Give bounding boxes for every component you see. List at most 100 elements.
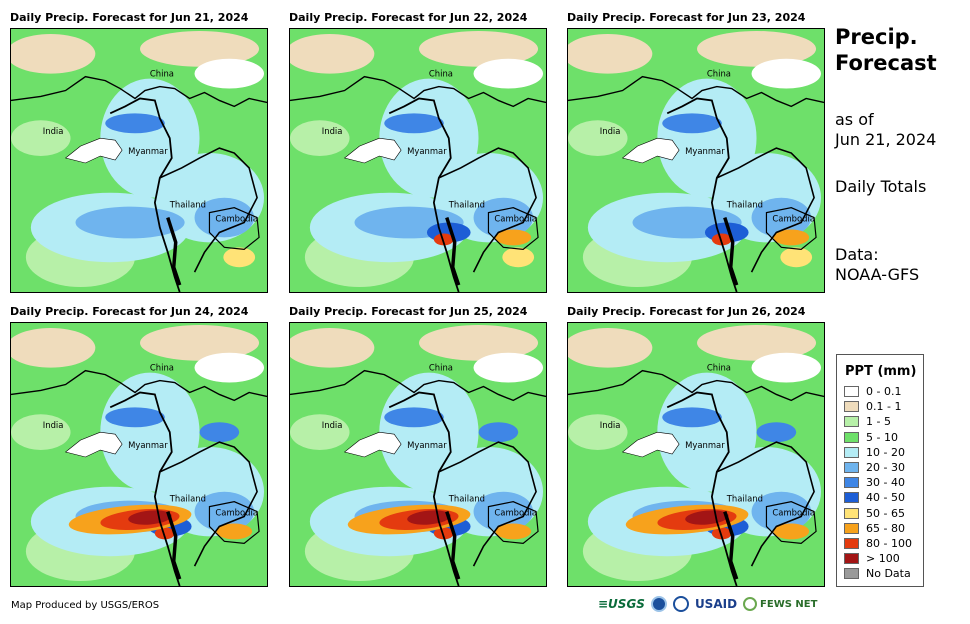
precip-area [223,247,256,268]
legend-label: 40 - 50 [866,491,905,505]
border-line [64,137,123,164]
precip-area [662,113,722,134]
precip-area [568,33,653,74]
precip-area [139,30,260,67]
country-label: Thailand [169,494,206,504]
legend-label: 1 - 5 [866,415,891,429]
country-label: Cambodia [215,508,258,518]
legend-label: 5 - 10 [866,430,898,444]
precip-area [105,113,165,134]
border-line [487,207,539,250]
legend-swatch [844,462,859,474]
precip-area [290,327,375,368]
country-label: Thailand [448,494,485,504]
country-label: Cambodia [494,214,537,224]
forecast-map-jun22: China India Myanmar Thailand Cambodia [289,28,547,293]
as-of-label: as of [835,110,874,129]
precip-area [478,422,519,443]
border-line [159,441,258,567]
country-label: Cambodia [772,214,815,224]
legend-item: 0 - 0.1 [844,384,923,399]
precip-area [662,407,722,428]
legend-label: 30 - 40 [866,476,905,490]
precip-area [495,229,532,246]
precip-area [495,523,532,540]
legend-swatch [844,553,859,565]
as-of-value: Jun 21, 2024 [835,130,937,149]
legend-swatch [844,416,859,428]
legend-label: 65 - 80 [866,521,905,535]
map-canvas: China India Myanmar Thailand Cambodia [568,29,824,292]
border-line [666,97,738,292]
border-line [568,75,824,108]
legend-item: 80 - 100 [844,536,923,551]
forecast-map-jun26: China India Myanmar Thailand Cambodia [567,322,825,587]
legend-item: 40 - 50 [844,490,923,505]
precip-area [139,324,260,361]
border-line [109,97,181,292]
country-label: India [600,420,621,430]
precip-area [711,527,732,540]
side-title-line2: Forecast [835,51,937,75]
border-line [166,511,182,580]
border-line [487,501,539,544]
border-line [445,511,461,580]
legend-item: 0.1 - 1 [844,399,923,414]
border-line [208,501,260,544]
border-line [388,97,460,292]
precip-area [194,58,265,89]
country-label: Cambodia [215,214,258,224]
as-of-date: as of Jun 21, 2024 [835,110,936,150]
legend-swatch [844,492,859,504]
precip-area [199,422,240,443]
forecast-map-jun21: China India Myanmar Thailand Cambodia [10,28,268,293]
border-line [621,137,680,164]
precip-area [473,58,544,89]
precip-area [751,58,822,89]
precip-area [696,30,817,67]
map-canvas: China India Myanmar Thailand Cambodia [290,323,546,586]
country-label: Cambodia [494,508,537,518]
forecast-map-jun25: China India Myanmar Thailand Cambodia [289,322,547,587]
border-line [290,75,546,108]
country-label: China [429,363,453,373]
country-label: China [707,69,731,79]
country-label: China [150,363,174,373]
forecast-map-jun24: China India Myanmar Thailand Cambodia [10,322,268,587]
legend-swatch [844,446,859,458]
border-line [723,511,739,580]
border-line [64,431,123,458]
legend-item: 20 - 30 [844,460,923,475]
map-canvas: China India Myanmar Thailand Cambodia [11,29,267,292]
country-label: India [600,126,621,136]
legend-label: 50 - 65 [866,506,905,520]
precip-area [773,523,810,540]
precip-area [568,120,628,157]
precip-area [473,352,544,383]
precip-area [751,352,822,383]
legend-label: No Data [866,567,911,581]
precip-area [11,327,96,368]
legend-item: 10 - 20 [844,445,923,460]
forecast-map-jun23: China India Myanmar Thailand Cambodia [567,28,825,293]
precip-area [11,414,71,451]
legend-label: 0 - 0.1 [866,385,902,399]
border-line [109,391,181,586]
precip-area [696,324,817,361]
country-label: China [150,69,174,79]
border-line [208,207,260,250]
fews-net-logo: FEWS NET [743,597,817,611]
map-canvas: China India Myanmar Thailand Cambodia [290,29,546,292]
precip-area [384,407,444,428]
precip-area [568,414,628,451]
country-label: Myanmar [407,440,447,450]
country-label: India [322,420,343,430]
country-label: Thailand [169,200,206,210]
country-label: Myanmar [685,440,725,450]
country-label: Myanmar [128,440,168,450]
legend-label: > 100 [866,552,900,566]
legend-item: 1 - 5 [844,414,923,429]
border-line [723,217,739,286]
fews-net-label: FEWS NET [760,598,818,610]
legend-item: 5 - 10 [844,430,923,445]
